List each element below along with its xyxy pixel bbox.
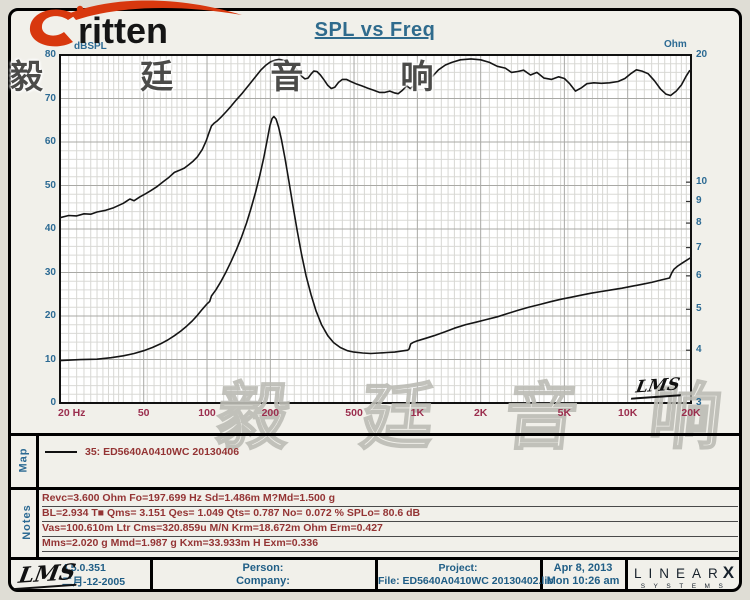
x-tick-20: 20 Hz	[58, 407, 86, 419]
project-file-cell: Project: File: ED5640A0410WC 20130402.li…	[378, 560, 554, 589]
y-left-tick-10: 10	[44, 353, 56, 365]
person-label: Person:	[242, 562, 284, 574]
y-right-tick-10: 10	[696, 176, 708, 188]
y-left-tick-60: 60	[44, 136, 56, 147]
company-label: Company:	[236, 575, 290, 587]
footer-divider-1	[150, 557, 153, 592]
notes-line-2: BL=2.934 T■ Qms= 3.151 Qes= 1.049 Qts= 0…	[42, 507, 738, 522]
x-tick-50: 50	[137, 407, 150, 419]
left-axis-caption: dBSPL	[74, 41, 107, 52]
x-tick-1000: 1K	[410, 407, 425, 419]
y-right-tick-6: 6	[696, 269, 702, 281]
map-top-divider	[8, 433, 742, 436]
x-tick-100: 100	[198, 407, 216, 419]
datetime-cell: Apr 8, 2013 Mon 10:26 am	[543, 560, 623, 589]
right-axis-caption: Ohm	[664, 39, 687, 50]
brand-cjk-text: 毅 廷 音 响	[10, 58, 478, 95]
linearx-logo: LINEAR X SYSTEMS	[628, 560, 740, 590]
release-date: 二月-12-2005	[62, 576, 126, 588]
footer-divider-4	[625, 557, 628, 592]
notes-panel-label: Notes	[20, 504, 33, 540]
notes-line-4: Mms=2.020 g Mmd=1.987 g Kxm=33.933m H Ex…	[42, 537, 738, 552]
legend-curve-sample	[45, 451, 77, 454]
y-left-tick-80: 80	[44, 49, 56, 60]
notes-area: Revc=3.600 Ohm Fo=197.699 Hz Sd=1.486m M…	[42, 492, 738, 552]
eritten-logo: ritten	[29, 0, 242, 51]
x-tick-500: 500	[345, 407, 363, 419]
linearx-x: X	[722, 563, 735, 582]
spl-curve	[59, 58, 692, 219]
brand-text: ritten	[78, 10, 168, 51]
y-right-tick-4: 4	[696, 344, 702, 356]
person-company-cell: Person: Company:	[153, 560, 373, 589]
legend-row: 35: ED5640A0410WC 20130406	[45, 446, 239, 458]
lms-chart-mark: LMS	[630, 375, 685, 400]
impedance-curve	[59, 115, 692, 362]
report-time: Mon 10:26 am	[546, 575, 620, 587]
y-right-tick-7: 7	[696, 241, 702, 253]
footer-divider-2	[375, 557, 378, 592]
file-line: File: ED5640A0410WC 20130402.lib	[378, 575, 554, 587]
y-left-tick-70: 70	[44, 92, 56, 104]
y-right-tick-3: 3	[696, 397, 702, 408]
logo-swoosh-tail	[70, 0, 242, 20]
x-tick-200: 200	[261, 407, 280, 419]
notes-line-1: Revc=3.600 Ohm Fo=197.699 Hz Sd=1.486m M…	[42, 492, 738, 507]
y-left-tick-20: 20	[44, 310, 56, 321]
x-tick-10000: 10K	[618, 407, 638, 419]
map-panel-label: Map	[17, 447, 29, 473]
page-title: SPL vs Freq	[314, 19, 436, 41]
y-left-tick-30: 30	[44, 266, 56, 278]
linearx-word: LINEAR	[633, 566, 725, 581]
logo-e-swirl	[29, 9, 77, 47]
y-left-tick-50: 50	[44, 179, 56, 191]
project-label: Project:	[438, 562, 478, 574]
notes-line-3: Vas=100.610m Ltr Cms=320.859u M/N Krm=18…	[42, 522, 738, 537]
y-right-tick-20: 20	[696, 49, 708, 60]
version-block: 4.5.0.351 二月-12-2005	[62, 562, 125, 589]
x-tick-5000: 5K	[557, 407, 572, 419]
report-date: Apr 8, 2013	[553, 562, 613, 574]
legend-text: 35: ED5640A0410WC 20130406	[85, 446, 240, 458]
x-tick-20000: 20K	[681, 407, 701, 419]
logo-dot	[76, 5, 84, 13]
notes-top-divider	[8, 487, 742, 490]
footer-divider-3	[540, 557, 543, 592]
y-right-tick-8: 8	[696, 217, 702, 229]
y-left-tick-0: 0	[50, 397, 56, 408]
y-right-tick-9: 9	[696, 195, 702, 207]
version-number: 4.5.0.351	[62, 562, 106, 574]
linearx-systems: SYSTEMS	[640, 583, 732, 590]
y-left-tick-40: 40	[44, 223, 56, 234]
lms-footer-logo: LMS	[13, 559, 81, 591]
x-tick-2000: 2K	[473, 407, 488, 419]
sidebar-divider	[36, 433, 39, 557]
y-right-tick-5: 5	[696, 303, 702, 315]
